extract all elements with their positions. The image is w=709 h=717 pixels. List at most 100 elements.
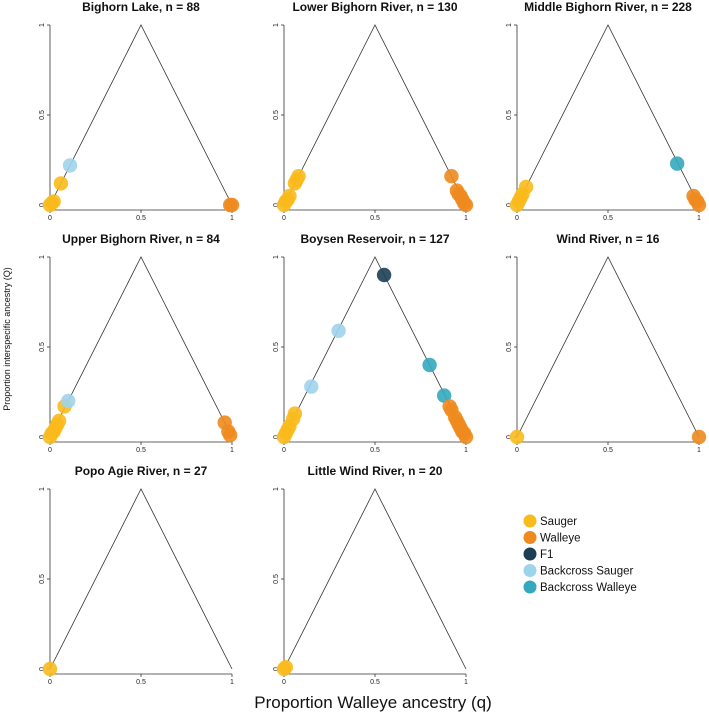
- point-backcross-sauger: [60, 393, 76, 409]
- x-tick-label: 0: [515, 215, 519, 222]
- x-tick-label: 1: [230, 679, 234, 686]
- panel-5: Wind River, n = 16 0 0.5 1 0 0.5 1: [506, 232, 707, 454]
- point-backcross-sauger: [304, 379, 319, 394]
- triangle-boundary: [516, 24, 700, 206]
- point-sauger: [291, 169, 306, 184]
- point-sauger: [42, 661, 58, 677]
- legend-label: F1: [540, 549, 553, 561]
- point-backcross-sauger: [331, 323, 346, 338]
- y-tick-label: 1: [506, 255, 513, 259]
- panel-title: Little Wind River, n = 20: [308, 464, 443, 478]
- point-sauger: [287, 406, 303, 421]
- x-tick-label: 1: [464, 447, 468, 454]
- legend-label: Walleye: [540, 533, 580, 545]
- panel-1: Lower Bighorn River, n = 130 0 0.5 1 0 0.5 1: [273, 0, 474, 222]
- y-tick-label: 0.5: [273, 342, 280, 352]
- y-tick-label: 0.5: [506, 110, 513, 120]
- panel-title: Upper Bighorn River, n = 84: [62, 232, 220, 246]
- x-tick-label: 0.5: [603, 447, 613, 454]
- triangle-boundary: [49, 488, 233, 670]
- panel-6: Popo Agie River, n = 27 0 0.5 1 0 0.5 1: [39, 464, 234, 686]
- x-tick-label: 0.5: [136, 447, 146, 454]
- y-tick-label: 1: [273, 23, 280, 27]
- point-backcross-walleye: [422, 357, 437, 373]
- point-backcross-sauger: [62, 158, 78, 173]
- point-walleye: [691, 429, 707, 445]
- x-tick-label: 1: [230, 447, 234, 454]
- legend: Sauger Walleye F1 Backcross Sauger Backcross…: [523, 514, 637, 594]
- x-tick-label: 1: [697, 215, 701, 222]
- x-tick-label: 0: [282, 679, 286, 686]
- x-tick-label: 0: [282, 215, 286, 222]
- y-tick-label: 0.5: [273, 574, 280, 584]
- y-tick-label: 1: [273, 255, 280, 259]
- legend-label: Sauger: [540, 516, 577, 528]
- x-tick-label: 0.5: [370, 215, 380, 222]
- x-axis-label: Proportion Walleye ancestry (q): [254, 693, 491, 712]
- point-walleye: [691, 197, 707, 213]
- triangle-boundary: [283, 24, 467, 206]
- y-tick-label: 0: [273, 667, 280, 671]
- legend-marker: [523, 580, 537, 594]
- y-tick-label: 1: [39, 487, 46, 491]
- x-tick-label: 0: [282, 447, 286, 454]
- point-sauger: [51, 413, 67, 428]
- point-sauger: [53, 176, 69, 191]
- point-walleye: [222, 428, 238, 443]
- x-tick-label: 1: [464, 215, 468, 222]
- point-sauger: [46, 194, 61, 209]
- legend-marker: [523, 564, 537, 577]
- panel-0: Bighorn Lake, n = 88 0 0.5 1 0 0.5 1: [39, 0, 240, 222]
- y-tick-label: 1: [39, 255, 46, 259]
- legend-marker: [523, 531, 537, 544]
- panel-title: Wind River, n = 16: [557, 232, 660, 246]
- y-tick-label: 1: [506, 23, 513, 27]
- y-tick-label: 0.5: [39, 342, 46, 352]
- y-tick-label: 0.5: [506, 342, 513, 352]
- triangle-boundary: [49, 256, 233, 438]
- panel-title: Boysen Reservoir, n = 127: [300, 232, 449, 246]
- x-tick-label: 0.5: [136, 215, 146, 222]
- x-tick-label: 0.5: [603, 215, 613, 222]
- y-tick-label: 1: [273, 487, 280, 491]
- triangle-boundary: [283, 256, 467, 438]
- triangle-boundary: [49, 24, 233, 206]
- point-walleye: [458, 429, 474, 445]
- point-sauger: [282, 188, 297, 204]
- y-tick-label: 0: [39, 435, 46, 439]
- y-tick-label: 0: [506, 435, 513, 439]
- triangle-boundary: [516, 256, 700, 438]
- legend-marker: [523, 514, 537, 528]
- x-tick-label: 0.5: [136, 679, 146, 686]
- y-tick-label: 0: [506, 203, 513, 207]
- y-tick-label: 0.5: [39, 110, 46, 120]
- panels-grid: Bighorn Lake, n = 88 0 0.5 1 0 0.5 1 Lower Bigh…: [39, 0, 707, 686]
- point-sauger: [509, 429, 525, 445]
- panel-title: Bighorn Lake, n = 88: [82, 0, 200, 14]
- panel-title: Middle Bighorn River, n = 228: [524, 0, 692, 14]
- y-tick-label: 0: [273, 435, 280, 439]
- x-tick-label: 1: [697, 447, 701, 454]
- y-axis-label: Proportion interspecific ancestry (Q): [2, 267, 12, 411]
- point-f1: [376, 267, 392, 283]
- triangle-boundary: [283, 488, 467, 670]
- legend-marker: [523, 547, 537, 561]
- point-sauger: [518, 179, 534, 195]
- point-sauger: [278, 660, 294, 675]
- panel-3: Upper Bighorn River, n = 84 0 0.5 1 0 0.5 1: [39, 232, 238, 454]
- x-tick-label: 0: [48, 679, 52, 686]
- y-tick-label: 0: [273, 203, 280, 207]
- point-walleye: [224, 197, 240, 213]
- x-tick-label: 1: [230, 215, 234, 222]
- x-tick-label: 0: [48, 215, 52, 222]
- panel-title: Lower Bighorn River, n = 130: [292, 0, 457, 14]
- panel-2: Middle Bighorn River, n = 228 0 0.5 1 0 0.5 1: [506, 0, 707, 222]
- point-backcross-walleye: [669, 156, 685, 171]
- y-tick-label: 0.5: [39, 574, 46, 584]
- point-walleye: [458, 197, 474, 213]
- y-tick-label: 0: [39, 667, 46, 671]
- x-tick-label: 0: [48, 447, 52, 454]
- panel-7: Little Wind River, n = 20 0 0.5 1 0 0.5 1: [273, 464, 468, 686]
- y-tick-label: 1: [39, 23, 46, 27]
